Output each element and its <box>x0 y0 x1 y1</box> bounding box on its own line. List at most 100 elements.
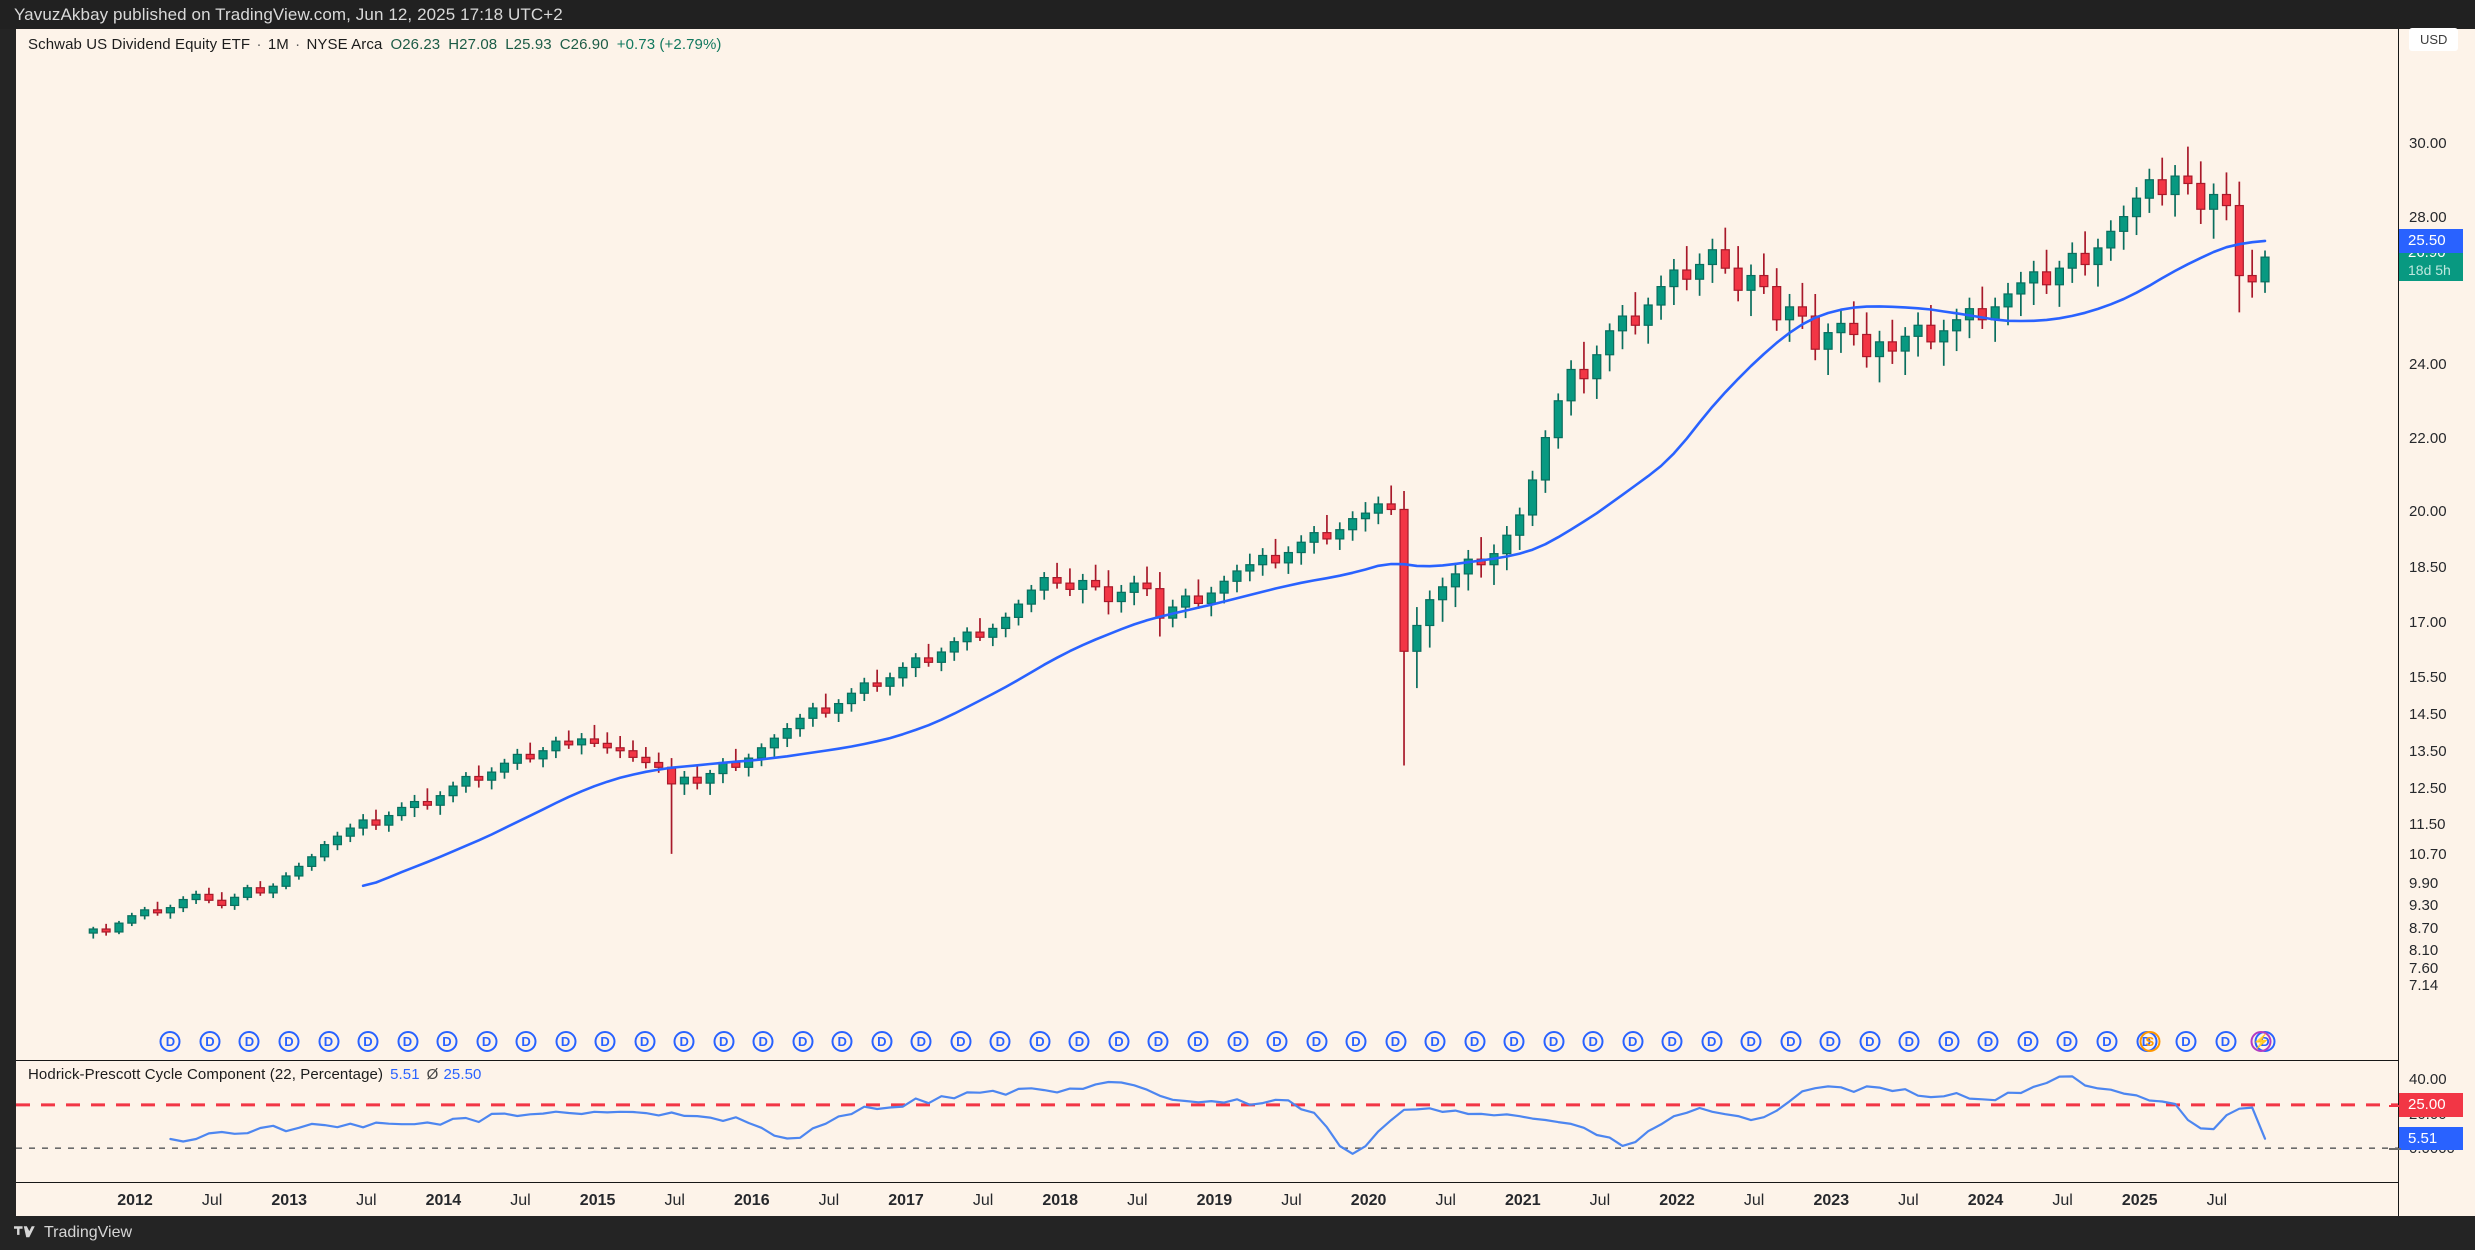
dividend-marker[interactable]: D <box>1859 1031 1881 1052</box>
dividend-marker[interactable]: D <box>476 1031 498 1052</box>
dividend-marker[interactable]: D <box>278 1031 300 1052</box>
dividend-marker[interactable]: D <box>1898 1031 1920 1052</box>
dividend-marker[interactable]: D <box>831 1031 853 1052</box>
dividend-marker[interactable]: D <box>634 1031 656 1052</box>
dividend-marker[interactable]: D <box>713 1031 735 1052</box>
dividend-marker[interactable]: D <box>1661 1031 1683 1052</box>
dividend-marker[interactable]: D <box>1345 1031 1367 1052</box>
interval-label[interactable]: 1M <box>267 36 289 53</box>
dividend-marker[interactable]: D <box>1543 1031 1565 1052</box>
time-axis[interactable]: 2012 Jul 2013 Jul 2014 Jul 2015 Jul 2016 Jul 2017 J… <box>16 1188 2459 1222</box>
time-axis-month-label: Jul <box>818 1192 840 1209</box>
dividend-marker[interactable]: D <box>950 1031 972 1052</box>
indicator-name[interactable]: Hodrick-Prescott Cycle Component (22, Pe… <box>28 1066 384 1083</box>
main-chart-legend[interactable]: Schwab US Dividend Equity ETF · 1M · NYS… <box>28 36 722 53</box>
dividend-marker[interactable]: D <box>1227 1031 1248 1052</box>
dividend-marker[interactable]: D <box>594 1031 616 1052</box>
time-axis-year-label: 2020 <box>1350 1192 1387 1209</box>
price-axis-tick: 11.50 <box>2409 816 2446 834</box>
time-axis-year-label: 2015 <box>579 1192 616 1209</box>
dividend-marker[interactable]: D <box>1740 1031 1762 1052</box>
dividend-marker[interactable]: D <box>199 1031 221 1052</box>
dividend-marker[interactable]: D <box>792 1031 814 1052</box>
dividend-marker[interactable]: D <box>357 1031 379 1052</box>
dividend-marker[interactable]: D <box>1385 1031 1406 1052</box>
indicator-pane[interactable] <box>16 1064 2398 1181</box>
dividend-marker[interactable]: D <box>1977 1031 1999 1052</box>
time-axis-year-label: 2025 <box>2121 1192 2158 1209</box>
dividend-marker[interactable]: D <box>1306 1031 1327 1052</box>
dividend-marker[interactable]: D <box>1780 1031 1802 1052</box>
price-axis-tick: 7.14 <box>2409 977 2439 994</box>
dividend-marker[interactable]: D <box>1108 1031 1130 1052</box>
dividend-marker[interactable]: D <box>2017 1031 2039 1052</box>
price-axis[interactable]: USD 30.00 28.00 24.00 22.00 20.00 18.50 17.00 1… <box>2389 28 2475 1216</box>
dividend-marker[interactable]: D <box>1701 1031 1723 1052</box>
dividend-marker[interactable]: D <box>1029 1031 1051 1052</box>
dividend-marker[interactable]: D <box>1622 1031 1644 1052</box>
dividend-marker[interactable]: D <box>1938 1031 1960 1052</box>
dividend-marker[interactable]: D <box>2056 1031 2078 1052</box>
dividend-marker[interactable]: D <box>2175 1031 2197 1052</box>
moving-average-badge[interactable]: 25.50 <box>2399 228 2463 253</box>
indicator-canvas <box>16 1075 2398 1155</box>
open-value: O26.23 <box>390 36 441 53</box>
dividend-marker[interactable]: D <box>515 1031 537 1052</box>
dividend-marker[interactable]: D <box>159 1031 181 1052</box>
price-axis-tick: 10.70 <box>2409 845 2447 863</box>
time-axis-year-label: 2013 <box>271 1192 307 1209</box>
time-axis-year-label: 2014 <box>425 1192 462 1209</box>
indicator-threshold-badge[interactable]: 25.00 <box>2399 1092 2463 1117</box>
time-axis-year-label: 2024 <box>1967 1192 2004 1209</box>
time-axis-year-label: 2016 <box>734 1192 770 1209</box>
time-axis-month-label: Jul <box>972 1192 994 1209</box>
symbol-name[interactable]: Schwab US Dividend Equity ETF <box>28 36 251 53</box>
dividend-marker[interactable]: D <box>1464 1031 1486 1052</box>
dividend-marker[interactable]: D <box>673 1031 695 1052</box>
price-axis-tick: 9.90 <box>2409 875 2439 893</box>
time-axis-month-label: Jul <box>1127 1192 1148 1209</box>
dividend-marker[interactable]: D <box>1503 1031 1525 1052</box>
dividend-marker[interactable]: D <box>436 1031 458 1052</box>
price-axis-tick: 24.00 <box>2409 356 2447 373</box>
dividend-marker[interactable]: D <box>2215 1031 2236 1052</box>
dividend-marker[interactable]: D <box>1068 1031 1090 1052</box>
tradingview-mark-icon <box>14 1226 35 1238</box>
currency-chip[interactable]: USD <box>2409 28 2459 51</box>
dividend-marker[interactable]: D <box>2096 1031 2118 1052</box>
earnings-flash-marker[interactable]: ⚡ <box>2250 1031 2272 1052</box>
time-axis-year-label: 2023 <box>1813 1192 1850 1209</box>
dividend-marker[interactable]: D <box>397 1031 418 1052</box>
dividend-marker[interactable]: D <box>1819 1031 1841 1052</box>
time-axis-month-label: Jul <box>201 1192 223 1209</box>
indicator-value-badge[interactable]: 5.51 <box>2399 1126 2463 1151</box>
dividend-marker[interactable]: D <box>1147 1031 1169 1052</box>
price-axis-tick: 15.50 <box>2409 669 2447 687</box>
time-axis-month-label: Jul <box>1589 1192 1611 1209</box>
indicator-value: 5.51 <box>390 1066 420 1083</box>
price-axis-tick: 12.50 <box>2409 779 2447 797</box>
time-axis-year-label: 2022 <box>1659 1192 1695 1209</box>
dividend-marker[interactable]: D <box>1424 1031 1446 1052</box>
dividend-marker[interactable]: D <box>1187 1031 1209 1052</box>
split-marker[interactable]: S <box>2139 1031 2161 1052</box>
price-axis-tick: 17.00 <box>2409 613 2447 631</box>
dividend-marker[interactable]: D <box>989 1031 1011 1052</box>
close-value: C26.90 <box>559 36 609 53</box>
moving-average-line <box>361 239 2267 888</box>
indicator-legend[interactable]: Hodrick-Prescott Cycle Component (22, Pe… <box>28 1066 482 1083</box>
bar-countdown: 18d 5h <box>2408 261 2451 278</box>
price-axis-tick: 13.50 <box>2409 742 2447 760</box>
dividend-marker[interactable]: D <box>910 1031 932 1052</box>
dividend-marker[interactable]: D <box>1266 1031 1288 1052</box>
dividend-marker[interactable]: D <box>318 1031 339 1052</box>
dividend-marker[interactable]: D <box>555 1031 577 1052</box>
dividend-marker[interactable]: D <box>238 1031 260 1052</box>
time-axis-month-label: Jul <box>1435 1192 1456 1209</box>
dividend-marker[interactable]: D <box>1582 1031 1604 1052</box>
dividend-marker[interactable]: D <box>871 1031 893 1052</box>
dividend-marker[interactable]: D <box>752 1031 774 1052</box>
